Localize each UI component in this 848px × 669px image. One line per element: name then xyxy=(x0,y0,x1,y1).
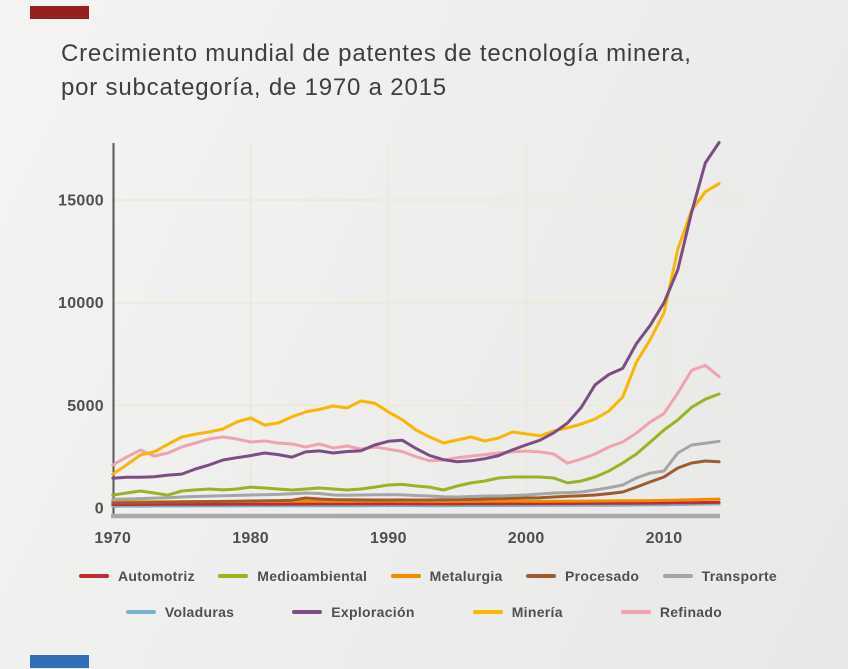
legend-label-Voladuras: Voladuras xyxy=(164,603,235,620)
legend-item-Minería: Minería xyxy=(472,603,563,620)
legend-label-Minería: Minería xyxy=(511,603,563,620)
legend-item-Transporte: Transporte xyxy=(662,568,777,584)
legend-item-Refinado: Refinado xyxy=(620,603,723,620)
legend-swatch-Procesado xyxy=(525,574,556,578)
series-line-Voladuras xyxy=(111,502,721,508)
series-line-Refinado xyxy=(111,363,721,467)
legend-swatch-Exploración xyxy=(292,609,323,614)
series-line-Minería xyxy=(111,182,721,476)
legend-swatch-Automotriz xyxy=(79,574,109,578)
legend-label-Metalurgia: Metalurgia xyxy=(429,568,503,584)
x-tick-label-1990: 1990 xyxy=(370,530,407,547)
legend-label-Medioambiental: Medioambiental xyxy=(257,568,368,584)
x-tick-label-1970: 1970 xyxy=(94,530,131,547)
legend-label-Automotriz: Automotriz xyxy=(118,568,195,584)
y-tick-label-0: 0 xyxy=(95,501,104,518)
top-accent-bar xyxy=(30,6,89,19)
legend-row-2: Voladuras Exploración Minería Refinado xyxy=(0,593,848,630)
chart-legend: Automotriz Medioambiental Metalurgia Proces… xyxy=(0,559,848,630)
series-line-Transporte xyxy=(111,439,721,501)
series-line-Procesado xyxy=(111,459,721,505)
bottom-accent-bar xyxy=(30,655,89,668)
legend-swatch-Metalurgia xyxy=(390,574,421,578)
legend-swatch-Refinado xyxy=(620,609,651,614)
y-tick-label-5000: 5000 xyxy=(67,398,104,415)
page-title: Crecimiento mundial de patentes de tecno… xyxy=(61,37,692,105)
x-tick-label-2010: 2010 xyxy=(646,530,683,547)
page-title-line2: por subcategoría, de 1970 a 2015 xyxy=(61,74,447,101)
legend-label-Refinado: Refinado xyxy=(659,603,723,620)
legend-item-Metalurgia: Metalurgia xyxy=(390,568,503,584)
x-tick-label-2000: 2000 xyxy=(508,530,545,547)
legend-item-Medioambiental: Medioambiental xyxy=(218,568,367,584)
series-line-Exploración xyxy=(111,141,721,480)
legend-item-Voladuras: Voladuras xyxy=(125,603,235,620)
y-tick-label-15000: 15000 xyxy=(58,193,104,210)
legend-item-Automotriz: Automotriz xyxy=(79,568,195,584)
legend-item-Exploración: Exploración xyxy=(292,604,414,620)
y-tick-label-10000: 10000 xyxy=(58,295,104,312)
legend-swatch-Minería xyxy=(472,609,503,614)
legend-item-Procesado: Procesado xyxy=(525,568,640,584)
legend-row-1: Automotriz Medioambiental Metalurgia Proces… xyxy=(0,559,848,593)
legend-swatch-Transporte xyxy=(662,574,693,578)
x-tick-label-1980: 1980 xyxy=(232,530,269,547)
legend-swatch-Voladuras xyxy=(125,609,156,614)
series-line-Automotriz xyxy=(111,500,721,506)
legend-label-Transporte: Transporte xyxy=(701,568,777,584)
legend-label-Exploración: Exploración xyxy=(331,603,415,620)
series-line-Medioambiental xyxy=(111,392,721,497)
legend-swatch-Medioambiental xyxy=(218,574,249,578)
legend-label-Procesado: Procesado xyxy=(564,568,640,584)
page-title-line1: Crecimiento mundial de patentes de tecno… xyxy=(61,40,692,67)
